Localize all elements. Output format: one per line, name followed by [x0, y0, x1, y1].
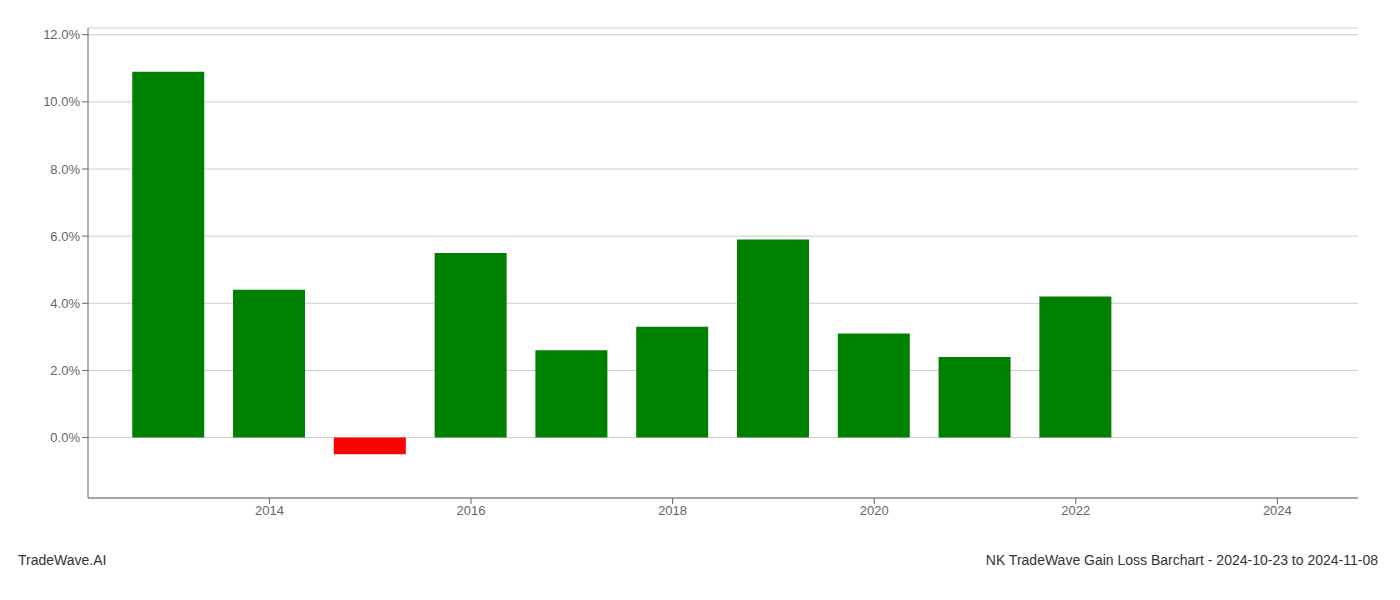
svg-text:12.0%: 12.0%	[43, 27, 80, 42]
svg-text:2018: 2018	[658, 503, 687, 518]
svg-text:6.0%: 6.0%	[50, 229, 80, 244]
svg-text:10.0%: 10.0%	[43, 94, 80, 109]
svg-text:0.0%: 0.0%	[50, 430, 80, 445]
svg-text:2022: 2022	[1061, 503, 1090, 518]
svg-text:8.0%: 8.0%	[50, 162, 80, 177]
svg-text:4.0%: 4.0%	[50, 296, 80, 311]
svg-text:2014: 2014	[255, 503, 284, 518]
svg-text:2.0%: 2.0%	[50, 363, 80, 378]
svg-text:2024: 2024	[1263, 503, 1292, 518]
svg-text:2016: 2016	[457, 503, 486, 518]
svg-text:2020: 2020	[860, 503, 889, 518]
html-text:TradeWave.AI: TradeWave.AI	[18, 552, 107, 568]
html-text:NK TradeWave Gain Loss Barchar: NK TradeWave Gain Loss Barchart - 2024-1…	[985, 552, 1378, 568]
